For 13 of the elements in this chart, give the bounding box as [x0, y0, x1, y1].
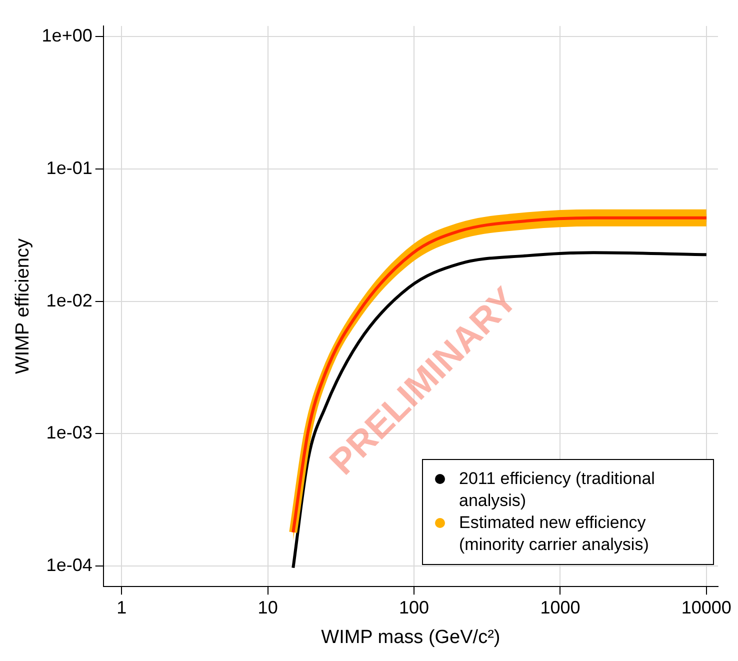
x-tick-label: 1: [116, 597, 127, 618]
y-tick-label: 1e-02: [46, 290, 92, 310]
x-tick-label: 100: [399, 597, 430, 618]
y-axis-title: WIMP efficiency: [12, 238, 34, 374]
x-tick-label: 10: [258, 597, 278, 618]
y-tick-label: 1e+00: [42, 25, 92, 46]
x-tick-label: 10000: [681, 597, 732, 618]
y-tick-label: 1e-04: [46, 555, 92, 576]
x-tick-label: 1000: [540, 597, 580, 618]
x-axis-title: WIMP mass (GeV/c²): [321, 626, 500, 648]
legend-label: Estimated new efficiency (minority carrier analysis): [459, 512, 650, 556]
y-tick-label: 1e-01: [46, 158, 92, 178]
y-tick-label: 1e-03: [46, 422, 92, 443]
